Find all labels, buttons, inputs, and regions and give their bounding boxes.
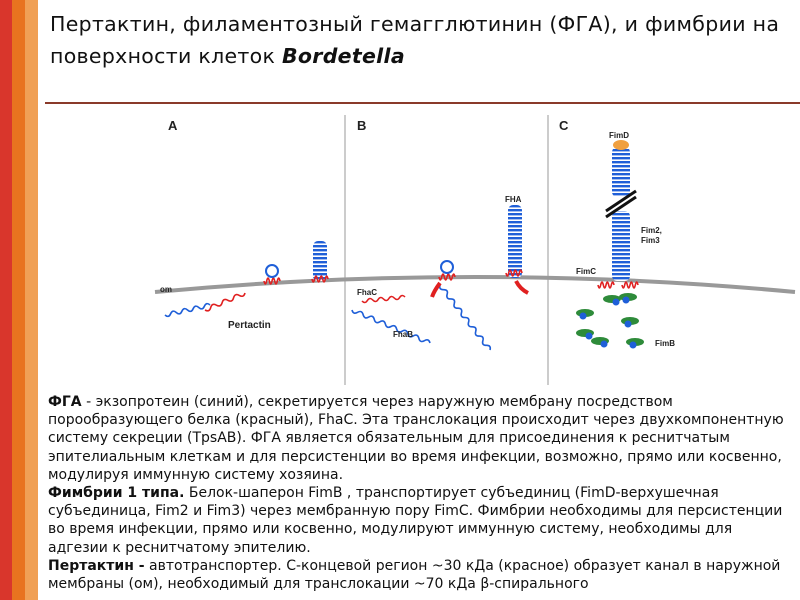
panel-label: B [357, 118, 366, 133]
paragraph: ФГА - экзопротеин (синий), секретируется… [48, 393, 793, 484]
label: FimC [576, 267, 596, 276]
coil [508, 205, 522, 278]
coil [612, 211, 630, 281]
fimd-cap [613, 140, 629, 150]
title-rule [45, 102, 800, 104]
coil [313, 241, 327, 281]
hook [430, 281, 442, 298]
fim-subunit [600, 340, 608, 348]
fim-subunit [612, 298, 620, 306]
bold-lead: Фимбрии 1 типа. [48, 485, 185, 502]
bold-lead: Пертактин - [48, 557, 145, 574]
text: - экзопротеин (синий), секретируется чер… [48, 394, 784, 483]
label: Fim3 [641, 236, 660, 245]
text: Белок-шаперон FimB , транспортирует субъ… [48, 485, 783, 556]
label: Fim2, [641, 226, 662, 235]
figure: A B C om Pertactin FhaC FhaB FHA FimD Fi… [154, 115, 796, 385]
text: автотранспортер. С-концевой регион ~30 к… [48, 557, 781, 593]
body-text: ФГА - экзопротеин (синий), секретируется… [48, 393, 793, 593]
label: FHA [505, 195, 522, 204]
bold-lead: ФГА [48, 394, 82, 410]
panel-label: A [168, 118, 178, 133]
fim-subunit [624, 320, 632, 328]
label: Pertactin [228, 320, 271, 331]
stripe [12, 0, 25, 600]
loop [440, 260, 454, 274]
fim-subunit [585, 332, 593, 340]
chain [438, 273, 456, 281]
chain [505, 269, 523, 277]
stripe [25, 0, 38, 600]
break [605, 195, 637, 219]
label: om [160, 285, 172, 294]
label: FimD [609, 131, 629, 140]
fim-subunit [622, 296, 630, 304]
stripe [0, 0, 12, 600]
chain [597, 281, 615, 289]
membrane [154, 275, 796, 294]
fim-subunit [629, 341, 637, 349]
chain [351, 309, 431, 344]
chain [311, 275, 329, 283]
chain [361, 294, 406, 304]
panel-label: C [559, 118, 569, 133]
fim-subunit [579, 312, 587, 320]
chain [164, 302, 211, 318]
chain [438, 284, 492, 351]
title-text: Пертактин, филаментозный гемагглютинин (… [50, 12, 780, 68]
coil [612, 147, 630, 197]
label: FhaC [357, 288, 377, 297]
title: Пертактин, филаментозный гемагглютинин (… [50, 8, 790, 72]
paragraph: Фимбрии 1 типа. Белок-шаперон FimB , тра… [48, 484, 793, 557]
break [605, 189, 637, 213]
hook [514, 280, 529, 295]
chain [621, 281, 639, 289]
chain [263, 277, 281, 285]
label: FhaB [393, 330, 413, 339]
loop [265, 264, 279, 278]
label: FimB [655, 339, 675, 348]
chain [204, 292, 246, 312]
paragraph: Пертактин - автотранспортер. С-концевой … [48, 557, 793, 593]
title-emphasis: Bordetella [281, 44, 405, 68]
